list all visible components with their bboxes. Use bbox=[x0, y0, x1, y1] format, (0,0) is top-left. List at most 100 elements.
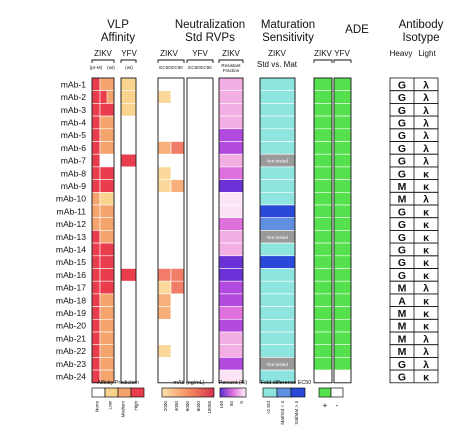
neut-ec90-cell bbox=[170, 217, 185, 231]
mat-legend-swatch bbox=[276, 387, 292, 398]
vlp-yfv-frame bbox=[120, 77, 137, 384]
row-label: mAb-18 bbox=[56, 295, 86, 305]
neut-ec50-cell bbox=[157, 357, 172, 371]
neut-ec90-cell bbox=[170, 268, 185, 282]
ade-yfv-cell bbox=[333, 268, 352, 282]
neut-zikv-subheader: ZIKV bbox=[160, 49, 178, 58]
ade-zikv-cell bbox=[313, 318, 333, 333]
ade-yfv-cell bbox=[333, 141, 352, 155]
heavy-chain-value: G bbox=[398, 244, 406, 256]
neut-resist-cell bbox=[218, 115, 244, 130]
vlp-prm-cell bbox=[91, 280, 101, 295]
vlp-prm-cell bbox=[91, 192, 101, 206]
light-chain-value: λ bbox=[423, 156, 429, 168]
neut-ec90-cell bbox=[170, 166, 185, 180]
ade-yfv-cell bbox=[333, 77, 352, 91]
vlp-zikv-cell bbox=[99, 192, 115, 206]
affinity-legend-label: Low bbox=[108, 400, 113, 409]
light-chain-value: λ bbox=[423, 130, 429, 142]
neut-zikv2-bracket bbox=[218, 59, 244, 63]
affinity-legend-label: High bbox=[134, 401, 139, 411]
mat-legend-title: Fold difference EC50 bbox=[261, 380, 312, 386]
ade-yfv-cell bbox=[333, 103, 352, 117]
neut-ec90-cell bbox=[170, 204, 185, 218]
vlp-wt-cell bbox=[106, 90, 115, 104]
neut-resist-cell bbox=[218, 306, 244, 320]
light-chain-value: λ bbox=[423, 283, 429, 295]
affinity-legend-title: Affinity Prediction bbox=[97, 380, 139, 386]
row-label: mAb-15 bbox=[56, 257, 86, 267]
heavy-chain-value: G bbox=[398, 257, 406, 269]
heavy-chain-value: M bbox=[398, 194, 407, 206]
ade-zikv-cell bbox=[313, 166, 333, 180]
row-label: mAb-7 bbox=[61, 156, 87, 166]
mat-cell bbox=[259, 318, 296, 333]
vlp-prm-cell bbox=[91, 204, 101, 218]
row-label: mAb-22 bbox=[56, 346, 86, 356]
neut-ec50-cell bbox=[157, 255, 172, 269]
neut-resist-cell bbox=[218, 230, 244, 244]
neut-ec50-cell bbox=[157, 179, 172, 193]
vlp-prm-cell bbox=[91, 293, 101, 307]
vlp-prm-cell bbox=[91, 90, 101, 104]
ade-zikv-subheader: ZIKV bbox=[314, 49, 332, 58]
row-label: mAb-21 bbox=[56, 333, 86, 343]
heavy-chain-value: G bbox=[398, 219, 406, 231]
neut-resist-cell bbox=[218, 357, 244, 371]
light-chain-value: λ bbox=[423, 333, 429, 345]
iso-header-line1: Antibody bbox=[399, 19, 444, 31]
ade-zikv-cell bbox=[313, 344, 333, 358]
neut-ec90-cell bbox=[170, 357, 185, 371]
vlp-yfv-cell bbox=[120, 242, 137, 257]
vlp-zikv-cell bbox=[99, 331, 115, 345]
ade-yfv-cell bbox=[333, 217, 352, 231]
affinity-legend: None Low Medium High bbox=[91, 387, 145, 418]
vlp-zikv-cell bbox=[99, 293, 115, 307]
ade-yfv-cell bbox=[333, 179, 352, 193]
ade-zikv-cell bbox=[313, 141, 333, 155]
ade-zikv-frame bbox=[313, 77, 333, 384]
mat-cell bbox=[259, 331, 296, 345]
neut-resist-cell bbox=[218, 204, 244, 218]
vlp-zikv-cell bbox=[99, 344, 115, 358]
vlp-yfv-subheader: YFV bbox=[121, 49, 137, 58]
vlp-prm-cell bbox=[91, 77, 101, 91]
vlp-wt-label-1: (wt) bbox=[107, 65, 115, 70]
mat-std-subheader: Std vs. Mat bbox=[257, 60, 298, 69]
vlp-prm-cell bbox=[91, 166, 101, 180]
heavy-chain-value: G bbox=[398, 168, 406, 180]
neut-resist-cell bbox=[218, 77, 244, 91]
row-label: mAb-8 bbox=[61, 168, 87, 178]
affinity-legend-label: Medium bbox=[121, 401, 126, 418]
mat-legend-swatch bbox=[262, 387, 278, 398]
neut-legend-label: 8000 bbox=[196, 401, 201, 412]
mat-cell bbox=[259, 242, 296, 257]
vlp-yfv-cell bbox=[120, 293, 137, 307]
row-labels: mAb-1 mAb-2 mAb-3 mAb-4 mAb-5 mAb-6 mAb-7 mAb-8… bbox=[56, 79, 86, 381]
ec90-label-2: EC90 bbox=[200, 65, 212, 70]
heavy-chain-value: G bbox=[398, 92, 406, 104]
vlp-yfv-cell bbox=[120, 255, 137, 269]
vlp-yfv-cell bbox=[120, 306, 137, 320]
vlp-zikv-cell bbox=[99, 255, 115, 269]
vlp-yfv-cell bbox=[120, 230, 137, 244]
vlp-zikv-cell bbox=[99, 115, 115, 130]
neut-yfv-bracket bbox=[186, 59, 214, 63]
neut-legend-title: mAb (ng/mL) bbox=[173, 380, 204, 386]
vlp-prm-cell bbox=[91, 153, 101, 168]
ade-yfv-cell bbox=[333, 280, 352, 295]
ade-legend-swatch bbox=[318, 387, 332, 398]
vlp-yfv-cell bbox=[120, 280, 137, 295]
light-chain-value: λ bbox=[423, 105, 429, 117]
vlp-zikv-cell bbox=[99, 141, 115, 155]
vlp-yfv-cell bbox=[120, 77, 137, 91]
ade-zikv-cell bbox=[313, 293, 333, 307]
light-chain-value: κ bbox=[423, 270, 429, 282]
light-chain-value: κ bbox=[423, 244, 429, 256]
ade-zikv-cell bbox=[313, 204, 333, 218]
neut-resist-cell bbox=[218, 179, 244, 193]
heavy-chain-value: G bbox=[398, 270, 406, 282]
ade-zikv-cell bbox=[313, 90, 333, 104]
neut-ec50-cell bbox=[157, 369, 172, 384]
